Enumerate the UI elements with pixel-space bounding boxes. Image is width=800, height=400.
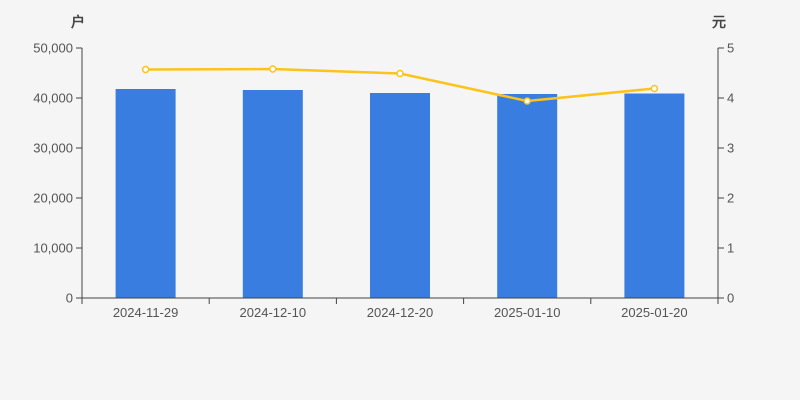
right-axis-tick-label: 1 bbox=[727, 241, 734, 256]
line-point-marker bbox=[523, 97, 531, 105]
right-axis-tick-label: 3 bbox=[727, 141, 734, 156]
bar bbox=[624, 93, 685, 298]
bar bbox=[370, 93, 430, 298]
line-point-marker bbox=[141, 65, 150, 74]
bar bbox=[115, 89, 176, 298]
left-axis-tick-label: 20,000 bbox=[33, 191, 73, 206]
right-axis-tick-label: 4 bbox=[727, 91, 734, 106]
left-axis-tick-label: 10,000 bbox=[33, 241, 73, 256]
left-axis-tick-label: 40,000 bbox=[33, 91, 73, 106]
left-axis-tick-label: 0 bbox=[66, 291, 73, 306]
left-axis-tick-label: 30,000 bbox=[33, 141, 73, 156]
x-axis-category-label: 2024-11-29 bbox=[113, 305, 179, 320]
right-axis-tick-label: 0 bbox=[727, 291, 734, 306]
x-axis-category-label: 2025-01-20 bbox=[621, 305, 688, 320]
bar bbox=[497, 94, 558, 298]
left-axis-tick-label: 50,000 bbox=[33, 41, 73, 56]
x-axis-category-label: 2025-01-10 bbox=[494, 305, 561, 320]
x-axis-category-label: 2024-12-20 bbox=[367, 305, 434, 320]
x-axis-category-label: 2024-12-10 bbox=[240, 305, 307, 320]
line-point-marker bbox=[269, 65, 277, 73]
line-point-marker bbox=[396, 69, 404, 78]
line-point-marker bbox=[650, 84, 659, 93]
bar bbox=[242, 90, 303, 298]
right-axis-tick-label: 2 bbox=[727, 191, 734, 206]
left-axis-unit-label: 户 bbox=[71, 14, 85, 30]
right-axis-unit-label: 元 bbox=[712, 14, 726, 30]
right-axis-tick-label: 5 bbox=[727, 41, 734, 56]
